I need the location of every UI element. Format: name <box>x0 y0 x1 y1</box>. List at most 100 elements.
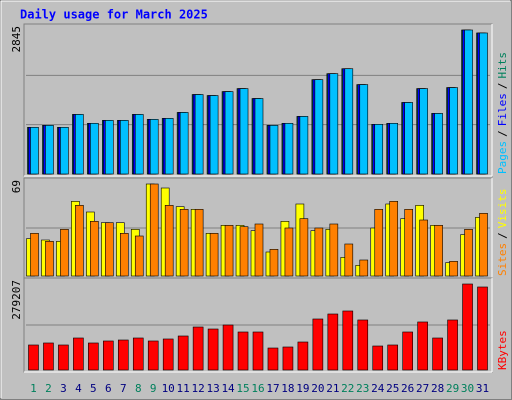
bar <box>479 213 488 277</box>
bar <box>314 227 324 277</box>
bar <box>432 337 443 371</box>
bar <box>359 84 369 175</box>
bar <box>387 344 399 371</box>
x-tick-label: 29 <box>446 382 459 395</box>
x-tick-label: 26 <box>401 382 414 395</box>
x-tick-label: 20 <box>311 382 324 395</box>
y-tick-label: 279207 <box>10 280 23 320</box>
x-tick-label: 8 <box>135 382 142 395</box>
legend-entry: KBytes <box>496 330 509 370</box>
bar <box>447 319 458 371</box>
bar <box>404 102 413 175</box>
bar <box>284 123 294 175</box>
x-tick-label: 3 <box>60 382 67 395</box>
bar <box>224 91 234 175</box>
bar <box>479 32 488 175</box>
bar <box>60 127 69 175</box>
bar <box>75 114 84 175</box>
bar <box>252 331 264 371</box>
bar <box>105 222 114 277</box>
x-tick-label: 13 <box>206 382 219 395</box>
bar <box>344 68 354 175</box>
x-tick-label: 16 <box>251 382 264 395</box>
bar <box>75 205 84 277</box>
bar <box>179 209 189 277</box>
bar <box>374 209 384 277</box>
bar <box>269 125 279 175</box>
bar <box>434 225 443 277</box>
bar <box>239 88 249 175</box>
bar <box>464 29 473 175</box>
x-tick-label: 9 <box>150 382 157 395</box>
bar <box>132 337 144 371</box>
bar <box>134 235 144 277</box>
bar <box>177 335 189 371</box>
bar <box>134 114 144 175</box>
bar <box>284 227 294 277</box>
bar <box>194 209 204 277</box>
bar <box>90 221 99 277</box>
bar <box>344 243 354 277</box>
bar <box>297 341 309 371</box>
legend-separator: / <box>496 83 509 90</box>
bar <box>389 123 399 175</box>
bar <box>402 331 413 371</box>
x-tick-label: 7 <box>120 382 127 395</box>
bar <box>149 183 159 277</box>
bar <box>342 310 354 371</box>
bar <box>389 201 399 277</box>
bar <box>449 87 458 175</box>
bar <box>267 347 279 371</box>
bar <box>164 118 174 175</box>
x-tick-label: 22 <box>341 382 354 395</box>
bar <box>357 319 369 371</box>
bar <box>88 342 99 371</box>
bar <box>30 233 39 277</box>
bar <box>434 113 443 175</box>
bar <box>372 345 384 371</box>
x-tick-label: 23 <box>356 382 369 395</box>
x-tick-label: 30 <box>461 382 474 395</box>
bar <box>194 94 204 175</box>
bar <box>282 346 294 371</box>
bar <box>119 233 129 277</box>
bar <box>327 313 339 371</box>
legend: Pages / Files / Hits <box>496 52 509 174</box>
legend-entry: Hits <box>496 52 509 79</box>
x-tick-label: 4 <box>75 382 82 395</box>
bar <box>117 339 129 371</box>
bar <box>224 225 234 277</box>
bar <box>179 112 189 175</box>
bar <box>299 218 309 277</box>
bar <box>162 338 174 371</box>
legend-entry: Sites <box>496 243 509 276</box>
x-tick-label: 1 <box>30 382 37 395</box>
bar <box>73 337 84 371</box>
bar <box>149 119 159 175</box>
bar <box>329 223 339 277</box>
x-tick-label: 27 <box>416 382 429 395</box>
x-tick-label: 6 <box>105 382 112 395</box>
x-tick-label: 2 <box>45 382 52 395</box>
bar <box>449 261 458 277</box>
bar <box>103 340 114 371</box>
bar <box>239 226 249 277</box>
bar <box>419 219 428 277</box>
x-tick-label: 28 <box>431 382 444 395</box>
bar <box>45 125 54 175</box>
bar <box>314 79 324 175</box>
bar <box>312 318 324 371</box>
x-tick-label: 15 <box>236 382 249 395</box>
x-tick-label: 21 <box>326 382 339 395</box>
bar <box>209 233 219 277</box>
bar <box>207 328 219 371</box>
chart-title: Daily usage for March 2025 <box>20 8 208 22</box>
bar <box>254 223 264 277</box>
legend: Sites / Visits <box>496 189 509 277</box>
bar <box>45 241 54 277</box>
bar <box>192 326 204 371</box>
legend-entry: Visits <box>496 189 509 229</box>
bar <box>374 124 384 175</box>
bar <box>43 342 54 371</box>
